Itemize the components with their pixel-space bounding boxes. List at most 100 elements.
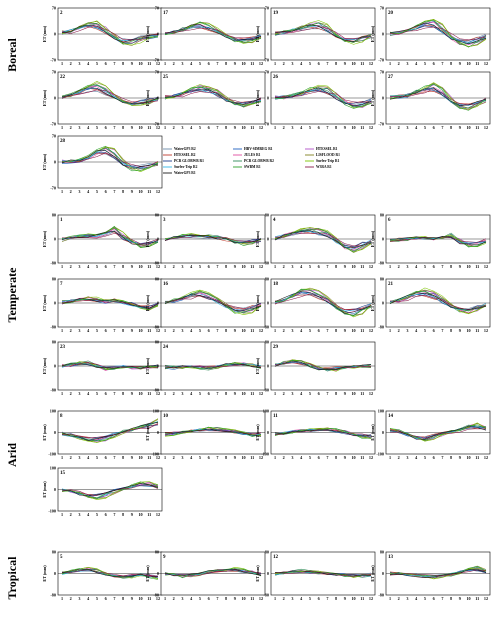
x-tick-label: 4	[415, 264, 418, 269]
y-tick-label: 70	[380, 70, 384, 75]
series-line	[61, 145, 159, 172]
panel-number: 1	[60, 218, 63, 223]
legend-label: HTESSEL R1	[316, 147, 338, 151]
y-tick-label: 80	[155, 340, 159, 345]
series-line	[61, 146, 159, 170]
x-tick-label: 11	[147, 391, 151, 396]
x-tick-label: 5	[96, 391, 98, 396]
x-tick-label: 8	[335, 328, 337, 333]
y-tick-label: -80	[263, 593, 269, 598]
y-tick-label: 70	[265, 6, 269, 11]
x-tick-label: 1	[164, 61, 166, 66]
x-tick-label: 12	[156, 391, 160, 396]
series-line	[389, 569, 487, 576]
x-tick-label: 1	[389, 455, 391, 460]
legend-item: SWBM R1	[233, 165, 261, 169]
y-axis-label: ET (mm)	[42, 424, 47, 441]
series-line	[164, 364, 262, 369]
series-line	[61, 418, 159, 443]
series-line	[164, 89, 262, 105]
x-tick-label: 6	[208, 61, 210, 66]
x-tick-label: 5	[309, 391, 311, 396]
x-tick-label: 8	[225, 125, 227, 130]
x-tick-label: 7	[113, 328, 115, 333]
panel-number: 26	[273, 75, 279, 80]
x-tick-label: 11	[475, 328, 479, 333]
x-tick-label: 6	[105, 264, 107, 269]
x-tick-label: 3	[181, 391, 183, 396]
x-tick-label: 11	[360, 391, 364, 396]
x-tick-label: 7	[216, 391, 218, 396]
y-tick-label: 80	[265, 213, 269, 218]
x-tick-label: 3	[78, 596, 80, 601]
y-tick-label: -80	[263, 388, 269, 393]
x-tick-label: 7	[326, 264, 328, 269]
x-tick-label: 5	[424, 328, 426, 333]
series-line	[274, 569, 372, 578]
y-tick-label: 100	[153, 409, 159, 414]
y-tick-label: 0	[54, 301, 56, 306]
x-tick-label: 9	[459, 61, 461, 66]
x-tick-label: 6	[208, 125, 210, 130]
legend-label: JULES R1	[244, 153, 261, 157]
x-tick-label: 6	[105, 596, 107, 601]
x-tick-label: 8	[450, 264, 452, 269]
x-tick-label: 2	[70, 264, 72, 269]
x-tick-label: 12	[156, 328, 160, 333]
panel-number: 21	[388, 282, 394, 287]
x-tick-label: 4	[190, 596, 193, 601]
x-tick-label: 2	[70, 596, 72, 601]
x-tick-label: 3	[406, 596, 408, 601]
x-tick-label: 6	[208, 455, 210, 460]
y-tick-label: 80	[265, 550, 269, 555]
x-tick-label: 11	[147, 189, 151, 194]
series-line	[61, 423, 159, 439]
x-tick-label: 8	[225, 455, 227, 460]
legend-item: HBV-SIMREG R1	[233, 147, 273, 151]
x-tick-label: 12	[156, 455, 160, 460]
x-tick-label: 3	[78, 391, 80, 396]
series-line	[61, 483, 159, 496]
y-tick-label: 80	[380, 550, 384, 555]
y-tick-label: 0	[382, 96, 384, 101]
x-tick-label: 5	[424, 125, 426, 130]
legend-label: LISFLOOD R1	[316, 153, 340, 157]
x-tick-label: 5	[199, 264, 201, 269]
x-tick-label: 6	[318, 264, 320, 269]
x-tick-label: 7	[441, 264, 443, 269]
x-tick-label: 2	[398, 264, 400, 269]
panel-number: 8	[60, 414, 63, 419]
series-line	[164, 289, 262, 315]
x-tick-label: 9	[234, 125, 236, 130]
x-tick-label: 4	[300, 61, 303, 66]
y-axis-label: ET (mm)	[255, 424, 260, 441]
x-tick-label: 10	[138, 189, 142, 194]
x-tick-label: 1	[61, 189, 63, 194]
x-tick-label: 3	[291, 328, 293, 333]
x-tick-label: 1	[389, 596, 391, 601]
x-tick-label: 2	[173, 596, 175, 601]
x-tick-label: 11	[250, 61, 254, 66]
y-tick-label: 80	[380, 277, 384, 282]
x-tick-label: 12	[156, 61, 160, 66]
y-axis-label: ET (mm)	[145, 89, 150, 106]
series-line	[61, 422, 159, 441]
x-tick-label: 10	[351, 328, 355, 333]
x-tick-label: 4	[190, 391, 193, 396]
x-tick-label: 10	[466, 61, 470, 66]
series-line	[389, 235, 487, 244]
x-tick-label: 10	[466, 264, 470, 269]
x-tick-label: 4	[87, 264, 90, 269]
y-tick-label: -70	[263, 122, 269, 127]
y-axis-label: ET (mm)	[370, 565, 375, 582]
x-tick-label: 10	[241, 455, 245, 460]
series-line	[164, 291, 262, 314]
x-tick-label: 3	[406, 455, 408, 460]
x-tick-label: 12	[484, 61, 488, 66]
